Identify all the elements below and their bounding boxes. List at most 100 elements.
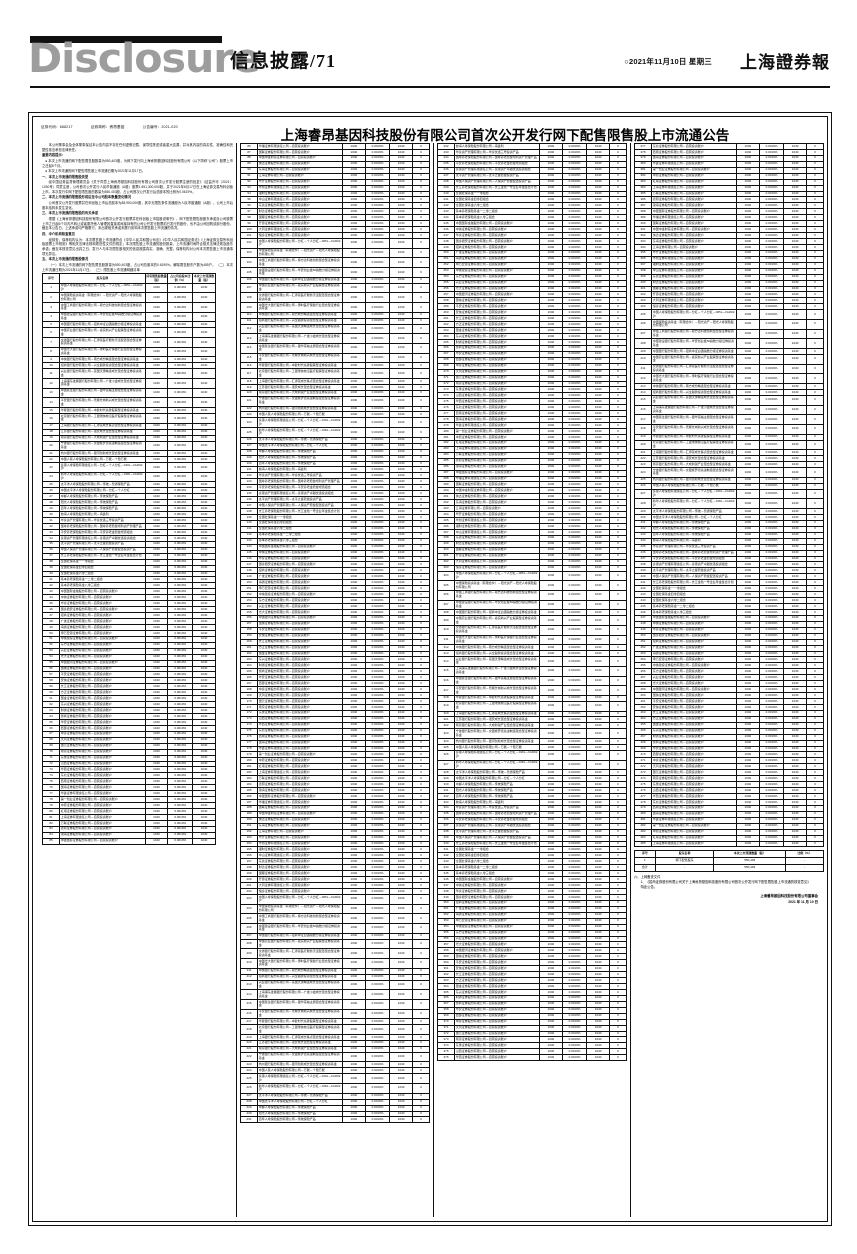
cell-shareholder-name: 中国国际金融股份有限公司－自营投资账户 — [650, 614, 738, 622]
cell-hold: 1040 — [144, 368, 169, 380]
cell-hold: 1040 — [539, 615, 563, 626]
cell-rest: 0 — [805, 178, 825, 186]
cell-rest: 0 — [411, 739, 431, 747]
cell-shareholder-name: 第一创业证券股份有限公司－自营投资账户 — [650, 166, 738, 174]
cell-rest: 0 — [411, 979, 431, 991]
table-row: 106 中国银行股份有限公司－招商中证白酒指数分级证券投资基金 1040 0.0019… — [240, 276, 431, 284]
cell-rest: 0 — [805, 686, 825, 694]
cell-shareholder-name: 全国社保基金四零四组合 — [59, 564, 146, 572]
cell-shareholder-name: 平安证券股份有限公司－自营投资账户 — [453, 959, 541, 967]
cell-rest: 0 — [608, 599, 628, 611]
table-row: 57 平安证券股份有限公司－自营投资账户 1040 0.0019% 1040 — [41, 671, 233, 679]
table-row: 7 交通银行股份有限公司－汇添富医疗服务灵活配置混合型证券投资基金 1040 0.00… — [41, 337, 233, 348]
table-row: 282 红塔证券股份有限公司－自营投资账户 1040 0.0019% 1040 0 — [437, 439, 628, 447]
cell-shareholder-name: 中国建设银行股份有限公司－华安创业板50指数分级证券投资基金 — [59, 311, 146, 323]
cell-hold: 1040 — [342, 513, 366, 521]
table-row: 100 大同证券有限责任公司－自营投资账户 1040 0.0019% 1040 0 — [240, 226, 431, 234]
cell-index: 105 — [240, 267, 258, 278]
table-row: 188 国联证券股份有限公司－自营投资账户 1040 0.0019% 1040 0 — [240, 804, 431, 812]
cell-hold: 1040 — [342, 650, 366, 658]
table-row: 160 长江证券股份有限公司－自营投资账户 1040 0.0019% 1040 0 — [240, 638, 431, 646]
cell-rest: 0 — [805, 309, 825, 320]
cell-rest: 0 — [805, 662, 825, 670]
table-row: 422 江苏银行股份有限公司－诺安成长混合型证券投资基金 1040 0.0019% 10… — [634, 455, 825, 463]
cell-hold: 1040 — [539, 546, 563, 554]
cell-hold: 1040 — [736, 482, 760, 490]
cell-rest: 0 — [608, 840, 628, 848]
cell-hold: 1040 — [736, 488, 760, 500]
cell-rest: 0 — [608, 743, 628, 751]
table-row: 439 太平资产管理有限公司－太平之星稳健投资产品 1040 0.0019% 1040 0 — [634, 567, 825, 575]
cell-index: 104 — [240, 257, 258, 269]
table-row: 59 长江证券股份有限公司－自营投资账户 1040 0.0019% 1040 — [41, 683, 233, 691]
table-row: 259 平安证券股份有限公司－自营投资账户 1040 0.0019% 1040 0 — [437, 303, 628, 311]
th-listed: 本次上市流通数量（股） — [192, 273, 216, 284]
cell-shareholder-name: 中信建投证券股份有限公司－自营投资账户 — [453, 923, 541, 931]
cell-rest: 0 — [608, 971, 628, 979]
cell-hold: 1040 — [144, 302, 169, 313]
cell-hold: 1040 — [342, 519, 366, 527]
table-row: 333 前海人寿保险股份有限公司－海鑫利 1040 0.0019% 1040 0 — [437, 798, 628, 806]
cell-rest: 0 — [805, 644, 825, 652]
table-row: 467 财通证券股份有限公司－自营投资账户 1040 0.0019% 1040 0 — [634, 733, 825, 741]
cell-shareholder-name: 万联证券股份有限公司－自营投资账户 — [59, 819, 146, 827]
cell-shareholder-name: 南京证券股份有限公司－自营投资账户 — [256, 703, 344, 711]
cell-shareholder-name: 泰康人寿保险有限责任公司－分红－个人分红－019L－FH002沪 — [650, 488, 738, 500]
cell-listed: 1040 — [389, 998, 413, 1010]
cell-hold: 1040 — [539, 816, 563, 824]
cell-hold: 1040 — [736, 804, 760, 812]
table-row: 87 国联证券股份有限公司－自营投资账户 1040 0.0019% 1040 0 — [240, 148, 431, 156]
cell-rest: 0 — [805, 202, 825, 210]
cell-index: 408 — [634, 338, 652, 349]
cell-index: 19 — [41, 434, 61, 442]
cell-listed: 1040 — [389, 903, 413, 915]
notice-number: 公告编号：2021-020 — [142, 125, 178, 129]
table-row: 38 全国社保基金一一零组合 1040 0.0019% 1040 — [41, 558, 233, 566]
cell-hold: 1040 — [144, 641, 169, 649]
cell-listed: 1040 — [192, 570, 216, 578]
cell-rest: 0 — [411, 292, 431, 304]
cell-hold: 1040 — [342, 302, 366, 313]
cell-listed: 1040 — [783, 309, 807, 320]
cell-shareholder-name: 东海证券股份有限公司－自营投资账户 — [256, 166, 344, 174]
cell-shareholder-name: 方正证券股份有限公司－自营投资账户 — [453, 977, 541, 984]
cell-index: 12 — [41, 378, 61, 389]
cell-ratio: 0.0019% — [167, 337, 194, 348]
cell-hold: 1040 — [342, 160, 366, 168]
cell-name: 网下配售股东 — [654, 857, 715, 866]
cell-index: 84 — [41, 831, 61, 839]
cell-shareholder-name: 中国中金财富证券有限公司－自营投资账户 — [256, 810, 344, 818]
cell-hold: 1040 — [342, 573, 366, 581]
cell-ratio: 0.0019% — [561, 580, 588, 591]
cell-index: 56 — [41, 665, 61, 673]
cell-hold: 1040 — [342, 858, 366, 866]
cell-hold: 1040 — [342, 208, 366, 216]
table-row: 105 中国建设银行股份有限公司－华安创业板50指数分级证券投资基金 1040 0.0… — [240, 267, 431, 278]
cell-index: 45 — [41, 600, 61, 608]
cell-hold: 1040 — [144, 582, 169, 590]
table-row: 454 申万宏源证券有限公司－自营投资账户 1040 0.0019% 1040 0 — [634, 656, 825, 664]
table-row: 463 长江证券股份有限公司－自营投资账户 1040 0.0019% 1040 0 — [634, 709, 825, 717]
cell-shareholder-name: 广发证券股份有限公司－自营投资账户 — [453, 249, 541, 257]
cell-shareholder-name: 平安银行股份有限公司－景顺长城新兴成长混合型证券投资基金 — [256, 352, 344, 364]
cell-listed: 1040 — [192, 748, 216, 756]
cell-shareholder-name: 全国社保基金四零四组合 — [256, 519, 344, 527]
cell-listed: 1040 — [389, 343, 413, 354]
cell-rest: 0 — [608, 893, 628, 901]
table-row: 399 东莞证券股份有限公司－自营投资账户 1040 0.0019% 1040 0 — [634, 273, 825, 281]
cell-shareholder-name: 光大证券股份有限公司－自营投资账户 — [453, 941, 541, 949]
table-row: 226 新华人寿保险股份有限公司－分红－个人分红－018L－FH002沪 1040 0… — [240, 1083, 431, 1094]
cell-index: 41 — [41, 576, 61, 584]
cell-hold: 1040 — [144, 707, 169, 715]
cell-listed: 1040 — [192, 629, 216, 637]
cell-rest: 0 — [411, 668, 431, 676]
table-body-4: 377 东北证券股份有限公司－自营投资账户 1040 0.0019% 1040 0 378 西… — [634, 143, 825, 848]
cell-shareholder-name: 东兴证券股份有限公司－自营投资账户 — [59, 701, 146, 709]
cell-index: 210 — [240, 958, 258, 969]
cell-rest: 0 — [805, 498, 825, 509]
cell-hold: 1040 — [342, 567, 366, 575]
table-row: 108 交通银行股份有限公司－汇添富医疗服务灵活配置混合型证券投资基金 1040 0.… — [240, 292, 431, 304]
cell-hold: 1040 — [342, 585, 366, 593]
cell-rest: 0 — [608, 834, 628, 842]
table-row: 80 红塔证券股份有限公司－自营投资账户 1040 0.0019% 1040 — [41, 808, 233, 815]
